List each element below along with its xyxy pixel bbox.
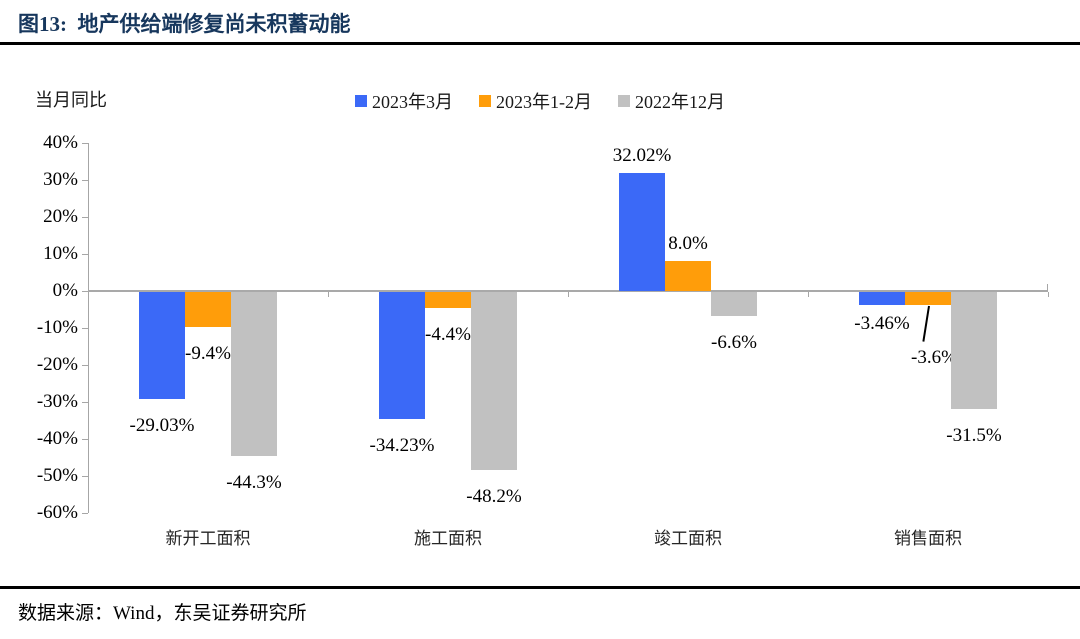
y-tick-label: -50% [36,465,78,486]
legend-swatch-icon [479,95,491,107]
data-label: -48.2% [466,486,522,507]
y-tick-label: 10% [43,243,78,264]
zero-baseline [88,290,1048,292]
chart-legend: 2023年3月 2023年1-2月 2022年12月 [0,88,1080,114]
y-axis-tick [82,291,88,292]
y-tick-label: -30% [36,391,78,412]
data-label: -9.4% [185,343,231,364]
y-tick-label: -40% [36,428,78,449]
y-axis-tick [82,217,88,218]
bar [379,292,425,419]
title-divider [0,42,1080,45]
bar [905,292,951,305]
y-axis-tick [82,254,88,255]
data-label: -3.46% [854,313,910,334]
bar [471,292,517,470]
data-label: -4.4% [425,324,471,345]
x-axis-tick [328,292,329,297]
y-axis-tick [82,402,88,403]
y-axis-tick [82,328,88,329]
x-category-label: 销售面积 [894,529,962,548]
legend-item: 2023年3月 [355,88,453,114]
x-axis-tick [1048,292,1049,297]
y-tick-label: 20% [43,206,78,227]
y-tick-label: 40% [43,132,78,153]
y-axis-tick [82,476,88,477]
data-label: 8.0% [668,233,708,254]
legend-swatch-icon [355,95,367,107]
x-axis-tick [808,292,809,297]
y-tick-label: 30% [43,169,78,190]
axis-endcap-tick [1047,284,1048,291]
x-category-label: 竣工面积 [654,529,722,548]
bar [425,292,471,308]
footer-divider [0,586,1080,589]
legend-swatch-icon [618,95,630,107]
data-label: -44.3% [226,472,282,493]
bar [711,292,757,316]
y-axis-tick [82,439,88,440]
data-label: -29.03% [129,415,195,436]
y-tick-label: -60% [36,502,78,523]
data-source: 数据来源：Wind，东吴证券研究所 [18,603,307,624]
legend-label: 2022年12月 [635,92,725,112]
bar [231,292,277,456]
x-axis-tick [568,292,569,297]
y-axis-tick [82,143,88,144]
bar [859,292,905,305]
y-axis-tick [82,513,88,514]
legend-label: 2023年3月 [372,92,453,112]
bar [619,173,665,291]
x-category-label: 施工面积 [414,529,482,548]
data-label: 32.02% [612,145,672,166]
bar [185,292,231,327]
bar [665,261,711,291]
legend-item: 2022年12月 [618,88,725,114]
data-label: -34.23% [369,435,435,456]
legend-label: 2023年1-2月 [496,92,592,112]
y-tick-label: -10% [36,317,78,338]
y-axis-tick [82,180,88,181]
bar [951,292,997,409]
y-tick-label: -20% [36,354,78,375]
data-label: -31.5% [946,425,1002,446]
y-axis-unit-label: 当月同比 [35,90,107,110]
data-label: -6.6% [711,332,757,353]
figure-title: 图13: 地产供给端修复尚未积蓄动能 [18,12,351,36]
data-label: -3.6% [911,347,957,368]
y-tick-label: 0% [52,280,78,301]
y-axis-line [88,143,89,513]
x-category-label: 新开工面积 [165,529,251,548]
bar [139,292,185,399]
y-axis-tick [82,365,88,366]
legend-item: 2023年1-2月 [479,88,592,114]
